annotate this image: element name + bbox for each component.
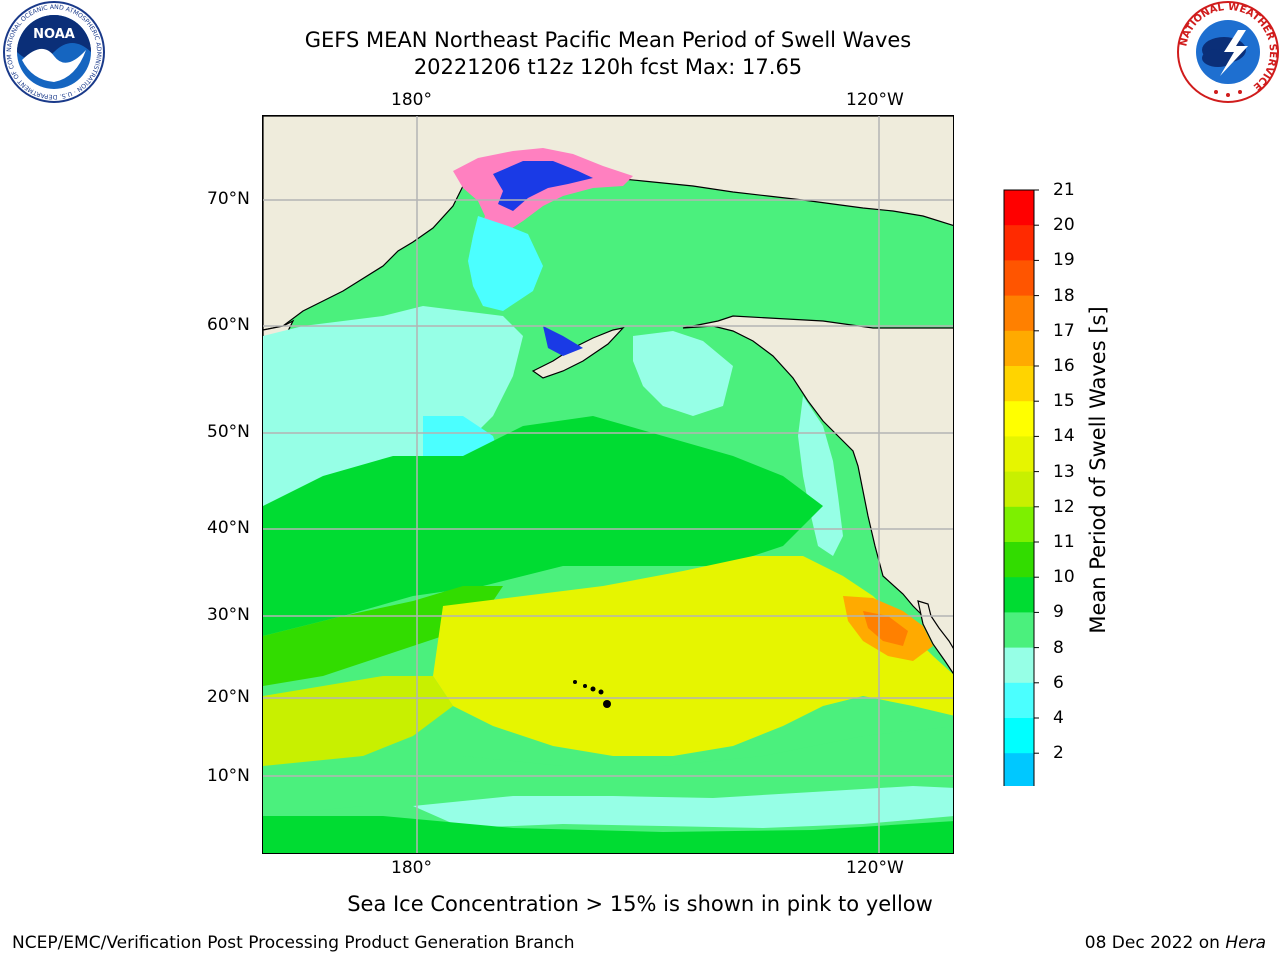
lat-tick-60n: 60°N: [207, 315, 250, 335]
lat-tick-30n: 30°N: [207, 605, 250, 625]
sea-ice-footnote: Sea Ice Concentration > 15% is shown in …: [347, 892, 933, 916]
graticule: [263, 116, 953, 853]
colorbar-tick-label: 11: [1053, 532, 1075, 552]
colorbar-segment: [1004, 225, 1034, 261]
land-baja: [917, 600, 953, 675]
colorbar-tick-label: 13: [1053, 461, 1075, 482]
chart-subtitle: 20221206 t12z 120h fcst Max: 17.65: [413, 55, 803, 79]
cyan-equatorial-band: [413, 786, 953, 828]
colorbar-segment: [1004, 295, 1034, 332]
credit-date: 08 Dec 2022 on Hera: [1085, 932, 1266, 954]
colorbar-segment: [1004, 330, 1034, 367]
colorbar-segment: [1004, 577, 1034, 613]
lon-tick-bottom-180: 180°: [391, 858, 432, 878]
colorbar-tick-label: 10: [1053, 567, 1075, 588]
noaa-logo-label: NOAA: [33, 27, 75, 42]
arctic-blue-core: [493, 161, 593, 211]
green-mid-band: [263, 416, 823, 636]
credit-host: Hera: [1225, 933, 1266, 953]
colorbar-tick-label: 15: [1053, 391, 1075, 412]
colorbar-tick-label: 9: [1053, 602, 1064, 623]
orange-core: [863, 611, 908, 646]
colorbar-tick-label: 17: [1053, 320, 1075, 341]
colorbar-segment: [1004, 612, 1034, 649]
colorbar-tick-label: 21: [1053, 180, 1075, 200]
colorbar: [1003, 189, 1039, 786]
land-west-coast: [682, 315, 953, 655]
green-equatorial-band: [263, 726, 953, 816]
credit-date-text: 08 Dec 2022 on: [1084, 933, 1226, 953]
colorbar-tick-label: 14: [1053, 426, 1075, 447]
colorbar-tick-label: 18: [1053, 285, 1075, 306]
colorbar-segment: [1004, 647, 1034, 684]
colorbar-segment: [1004, 436, 1034, 473]
lon-tick-bottom-120w: 120°W: [846, 858, 904, 878]
map-panel: [262, 115, 954, 854]
hawaii-islands: [573, 680, 611, 708]
lat-tick-50n: 50°N: [207, 422, 250, 442]
colorbar-segment: [1004, 753, 1034, 786]
cyan-coast-strip: [798, 396, 843, 556]
colorbar-title: Mean Period of Swell Waves [s]: [1086, 306, 1110, 634]
chart-title: GEFS MEAN Northeast Pacific Mean Period …: [304, 28, 912, 52]
bering-cyan: [468, 216, 543, 311]
swell-period-map: [263, 116, 953, 853]
colorbar-tick-label: 2: [1053, 743, 1064, 764]
gulf-ak-blue: [543, 326, 583, 356]
colorbar-segment: [1004, 190, 1034, 226]
yellow-subtropical: [433, 556, 953, 756]
lat-tick-40n: 40°N: [207, 518, 250, 538]
colorbar-tick-label: 16: [1053, 356, 1075, 376]
colorbar-segment: [1004, 471, 1034, 508]
colorbar-tick-label: 4: [1053, 708, 1064, 728]
colorbar-segment: [1004, 718, 1034, 754]
colorbar-segment: [1004, 506, 1034, 543]
colorbar-segment: [1004, 260, 1034, 297]
colorbar-tick-label: 8: [1053, 637, 1064, 658]
green-south-edge: [263, 816, 953, 853]
colorbar-segment: [1004, 366, 1034, 402]
lat-tick-70n: 70°N: [207, 189, 250, 209]
colorbar-tick-label: 6: [1053, 672, 1064, 693]
noaa-logo: NATIONAL OCEANIC AND ATMOSPHERIC ADMINIS…: [2, 0, 105, 103]
colorbar-segment: [1004, 542, 1034, 578]
cyan-gulf-alaska: [633, 331, 733, 416]
lon-tick-top-180: 180°: [391, 90, 432, 110]
colorbar-tick-label: 20: [1053, 215, 1075, 236]
colorbar-tick-label: 12: [1053, 496, 1075, 517]
colorbar-segment: [1004, 401, 1034, 437]
colorbar-tick-label: 19: [1053, 250, 1075, 271]
nws-logo: NATIONAL WEATHER SERVICE: [1177, 1, 1279, 103]
colorbar-segment: [1004, 682, 1034, 719]
lat-tick-10n: 10°N: [207, 766, 250, 786]
lon-tick-top-120w: 120°W: [846, 90, 904, 110]
lat-tick-20n: 20°N: [207, 687, 250, 707]
credit-branch: NCEP/EMC/Verification Post Processing Pr…: [12, 933, 575, 953]
